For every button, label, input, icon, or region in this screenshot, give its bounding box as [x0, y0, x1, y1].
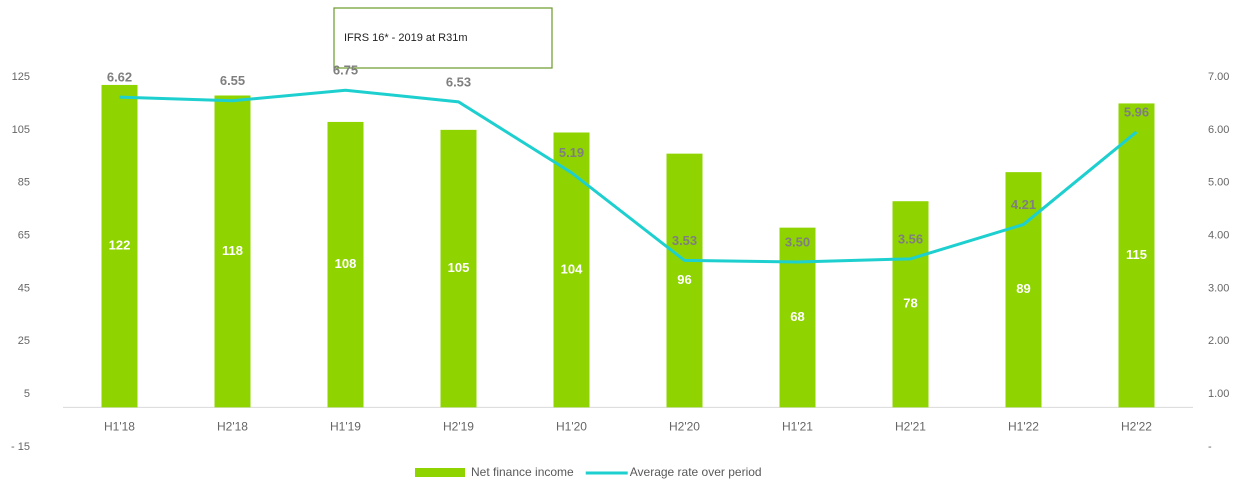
y2-tick-label: 4.00 — [1208, 229, 1229, 241]
y-tick-label: 105 — [12, 124, 30, 136]
bar — [1005, 172, 1042, 408]
line — [119, 88, 1138, 264]
x-tick-label: H2'22 — [1121, 420, 1152, 434]
line-value-label: 5.19 — [559, 145, 584, 160]
y2-tick-label: 1.00 — [1208, 388, 1229, 400]
bar-value-label: 104 — [561, 261, 583, 276]
bar — [553, 132, 590, 408]
x-tick-label: H1'20 — [556, 420, 587, 434]
bar-value-label: 122 — [109, 238, 131, 253]
y2-tick-label: 7.00 — [1208, 71, 1229, 83]
bar — [666, 153, 703, 408]
y2-tick-label: - — [1208, 441, 1212, 453]
x-tick-label: H1'22 — [1008, 420, 1039, 434]
y-tick-label: 125 — [12, 71, 30, 83]
bar — [214, 95, 251, 408]
line-value-label: 6.53 — [446, 74, 471, 89]
y2-tick-label: 3.00 — [1208, 282, 1229, 294]
x-tick-label: H2'19 — [443, 420, 474, 434]
y-tick-label: 85 — [18, 177, 30, 189]
bar — [440, 129, 477, 408]
x-tick-label: H1'21 — [782, 420, 813, 434]
y2-tick-label: 6.00 — [1208, 124, 1229, 136]
bar-value-label: 96 — [677, 272, 691, 287]
legend-swatch — [415, 468, 465, 477]
line-value-label: 3.53 — [672, 233, 697, 248]
annotation: IFRS 16* - 2019 at R31m — [344, 32, 468, 44]
x-tick-label: H2'21 — [895, 420, 926, 434]
bar-value-label: 115 — [1126, 247, 1147, 262]
bar-value-label: 108 — [335, 256, 357, 271]
line-value-label: 5.96 — [1124, 104, 1149, 119]
bar-value-label: 68 — [790, 309, 804, 324]
bar-value-label: 118 — [222, 243, 243, 258]
line-value-label: 3.56 — [898, 231, 923, 246]
bar — [1118, 103, 1155, 408]
line-value-label: 6.55 — [220, 73, 245, 88]
line-value-label: 6.75 — [333, 63, 358, 78]
bar — [892, 201, 929, 408]
y2-tick-label: 2.00 — [1208, 335, 1229, 347]
x-tick-label: H1'19 — [330, 420, 361, 434]
y2-tick-label: 5.00 — [1208, 177, 1229, 189]
line-value-label: 4.21 — [1011, 197, 1036, 212]
legend-label: Average rate over period — [630, 465, 762, 479]
bar-value-label: 105 — [448, 260, 470, 275]
x-tick-label: H2'20 — [669, 420, 700, 434]
y-tick-label: 25 — [18, 335, 30, 347]
bar — [327, 121, 364, 408]
x-tick-label: H2'18 — [217, 420, 248, 434]
x-tick-label: H1'18 — [104, 420, 135, 434]
bar-value-label: 89 — [1016, 281, 1030, 296]
y-tick-label: - 15 — [11, 441, 30, 453]
legend-label: Net finance income — [471, 465, 574, 479]
bar-value-label: 78 — [903, 296, 917, 311]
bar — [101, 84, 138, 408]
y-tick-label: 65 — [18, 229, 30, 241]
line-value-label: 3.50 — [785, 234, 810, 249]
line-value-label: 6.62 — [107, 70, 132, 85]
bar — [779, 227, 816, 408]
y-tick-label: 45 — [18, 282, 30, 294]
annotation-box — [333, 7, 553, 69]
y-tick-label: 5 — [24, 388, 30, 400]
